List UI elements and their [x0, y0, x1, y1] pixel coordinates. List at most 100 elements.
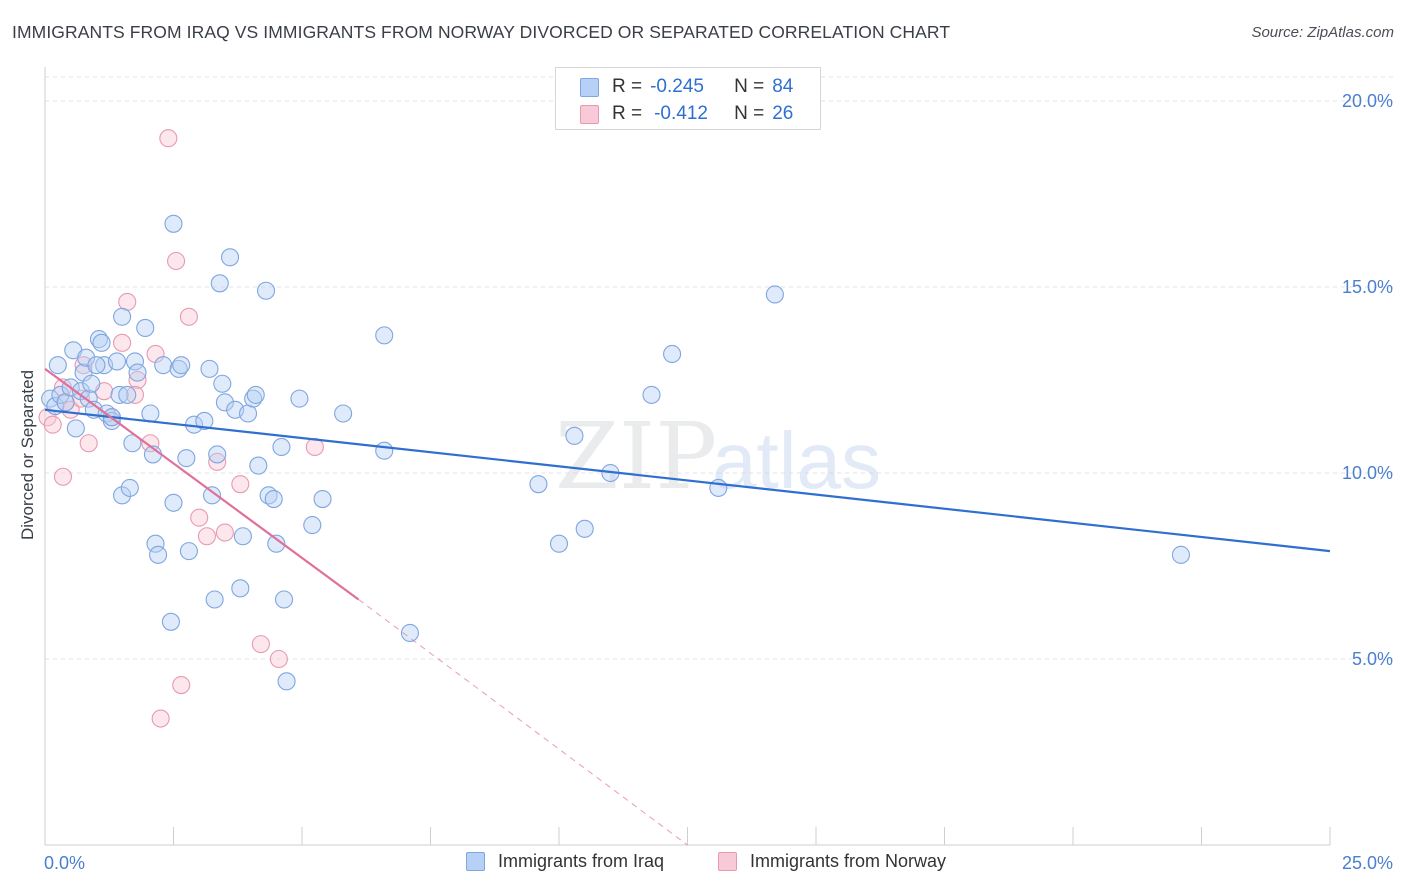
iraq-r-value: -0.245	[650, 76, 704, 97]
x-tick-label: 25.0%	[1342, 853, 1393, 873]
norway-r-value: -0.412	[654, 103, 708, 124]
x-tick-label: 0.0%	[44, 853, 85, 873]
iraq-point	[256, 281, 276, 300]
iraq-point	[210, 274, 229, 293]
norway-point	[179, 307, 198, 326]
iraq-trendline	[44, 408, 1331, 553]
norway-point	[74, 356, 93, 375]
norway-point	[151, 709, 170, 728]
iraq-point	[146, 534, 165, 553]
chart-title: IMMIGRANTS FROM IRAQ VS IMMIGRANTS FROM …	[12, 22, 951, 42]
iraq-point	[82, 374, 101, 393]
norway-point	[251, 635, 270, 654]
stats-row-norway: R = -0.412 N = 26	[580, 101, 793, 127]
norway-point	[125, 385, 144, 404]
iraq-point	[71, 382, 91, 401]
iraq-point	[113, 307, 132, 326]
iraq-point	[549, 534, 569, 553]
iraq-point	[48, 356, 67, 375]
iraq-point	[709, 478, 728, 497]
norway-point	[79, 434, 98, 453]
norway-point	[71, 389, 91, 408]
iraq-point	[249, 456, 268, 475]
iraq-point	[154, 356, 173, 375]
iraq-point	[205, 590, 224, 609]
norway-trendline-extension	[358, 599, 688, 846]
iraq-point	[565, 426, 584, 445]
norway-point	[128, 370, 147, 390]
iraq-point	[110, 385, 129, 404]
iraq-point	[149, 545, 168, 564]
iraq-point	[177, 449, 196, 468]
watermark-zip: ZIP	[555, 403, 717, 510]
iraq-n-label: N =	[734, 76, 765, 97]
iraq-point	[215, 393, 234, 412]
iraq-points	[41, 214, 1190, 691]
iraq-point	[172, 356, 191, 375]
iraq-point	[765, 285, 784, 304]
legend-item-norway: Immigrants from Norway	[718, 851, 946, 872]
gridlines	[45, 76, 1395, 660]
watermark-atlas: atlas	[712, 416, 881, 505]
legend-iraq-swatch	[466, 852, 485, 871]
iraq-point	[264, 490, 283, 509]
legend-norway-swatch	[718, 852, 737, 871]
norway-point	[53, 467, 73, 486]
y-tick-label: 15.0%	[1342, 277, 1393, 297]
iraq-point	[87, 356, 106, 375]
norway-point	[197, 527, 216, 546]
iraq-point	[200, 359, 219, 378]
iraq-point	[231, 579, 250, 598]
iraq-point	[128, 363, 147, 382]
iraq-point	[272, 437, 291, 457]
norway-point	[167, 251, 186, 271]
norway-point	[113, 333, 132, 352]
iraq-point	[66, 419, 85, 438]
legend-iraq-label: Immigrants from Iraq	[498, 851, 665, 871]
trend-lines	[44, 367, 1331, 846]
iraq-point	[107, 352, 127, 371]
norway-point	[215, 523, 234, 542]
legend-norway-label: Immigrants from Norway	[750, 851, 947, 871]
iraq-point	[529, 475, 548, 494]
iraq-point	[220, 248, 240, 267]
iraq-point	[277, 672, 296, 691]
norway-n-value: 26	[772, 103, 794, 124]
iraq-point	[267, 534, 286, 553]
iraq-point	[141, 404, 160, 423]
iraq-point	[303, 516, 322, 535]
iraq-point	[334, 404, 353, 423]
iraq-point	[1171, 545, 1190, 564]
iraq-point	[375, 326, 394, 345]
iraq-point	[120, 478, 139, 497]
iraq-point	[125, 352, 144, 371]
y-tick-label: 10.0%	[1342, 463, 1393, 483]
stats-row-iraq: R = -0.245 N = 84	[580, 74, 793, 100]
iraq-point	[290, 389, 309, 408]
iraq-point	[195, 411, 214, 430]
iraq-point	[161, 612, 180, 631]
norway-point	[269, 649, 288, 669]
iraq-point	[92, 333, 111, 352]
norway-n-label: N =	[734, 103, 765, 124]
norway-point	[208, 452, 227, 471]
norway-point	[190, 508, 209, 527]
source-credit: Source: ZipAtlas.com	[1251, 24, 1394, 41]
norway-swatch	[580, 104, 599, 124]
iraq-point	[375, 441, 394, 460]
iraq-point	[164, 214, 183, 233]
iraq-swatch	[580, 77, 599, 97]
norway-point	[172, 675, 191, 695]
iraq-point	[400, 623, 419, 643]
iraq-point	[123, 434, 142, 453]
iraq-n-value: 84	[772, 76, 794, 97]
norway-point	[43, 415, 62, 434]
norway-trendline	[44, 367, 360, 601]
legend-item-iraq: Immigrants from Iraq	[466, 851, 664, 872]
iraq-point	[164, 493, 183, 512]
iraq-point	[233, 527, 252, 546]
iraq-point	[642, 385, 661, 404]
tick-labels: 5.0% 10.0% 15.0% 20.0% 0.0% 25.0%	[44, 91, 1393, 873]
iraq-point	[274, 590, 294, 609]
